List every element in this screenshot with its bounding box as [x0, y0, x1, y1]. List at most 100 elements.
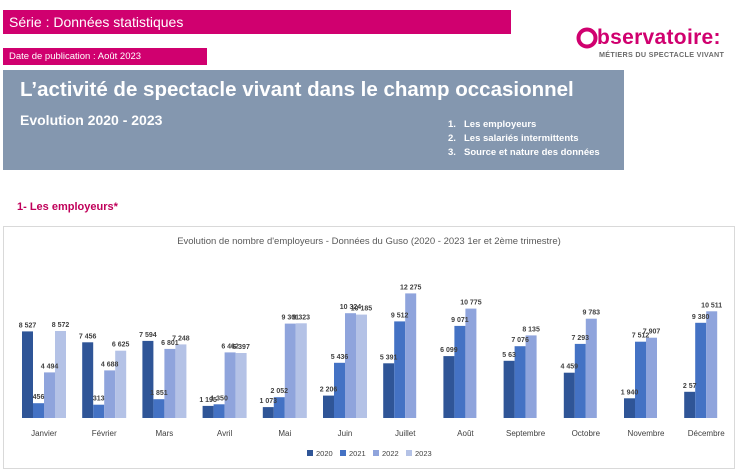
bar-2021-3	[213, 404, 225, 418]
bar-2020-10	[624, 398, 635, 418]
bar-2022-0	[44, 372, 55, 418]
bar-2020-3	[202, 405, 214, 418]
bar-2020-11	[684, 391, 696, 418]
bar-2023-4	[295, 323, 307, 418]
serie-banner: Série : Données statistiques	[3, 10, 511, 34]
data-label-2020-3: 1 195	[199, 397, 217, 404]
toc-item-label: Source et nature des données	[464, 147, 600, 158]
data-label-2021-6: 9 512	[391, 312, 409, 319]
data-label-2021-3: 1 350	[210, 395, 228, 402]
category-label-3: Avril	[217, 429, 233, 438]
bar-2022-7	[465, 308, 477, 418]
data-label-2020-8: 5 63	[502, 352, 516, 359]
data-label-2021-4: 2 052	[271, 388, 289, 395]
data-label-2020-6: 5 391	[380, 354, 398, 361]
data-label-2022-3: 6 462	[221, 343, 239, 350]
bar-2022-11	[706, 311, 718, 418]
bar-2020-0	[22, 331, 33, 418]
bar-2022-9	[585, 318, 597, 418]
publication-date-label: Date de publication : Août 2023	[9, 51, 142, 62]
data-label-2020-4: 1 073	[260, 398, 278, 405]
data-label-2022-2: 6 801	[161, 340, 179, 347]
data-label-2020-9: 4 459	[561, 364, 579, 371]
category-label-2: Mars	[156, 429, 174, 438]
bar-2023-2	[175, 344, 187, 418]
data-label-2020-11: 2 57	[683, 383, 697, 390]
bar-2022-5	[345, 313, 356, 418]
data-label-2020-7: 6 099	[440, 347, 458, 354]
section-heading-employeurs: 1- Les employeurs*	[17, 201, 118, 213]
bar-2023-1	[115, 350, 127, 418]
data-label-2023-3: 6 397	[232, 344, 250, 351]
bar-2020-5	[323, 395, 334, 418]
bar-2021-10	[635, 341, 646, 418]
data-label-2021-1: 313	[93, 396, 105, 403]
data-label-2022-1: 4 688	[101, 361, 119, 368]
logo-o-icon	[576, 27, 598, 49]
data-label-2021-2: 1 851	[150, 390, 168, 397]
bar-2023-0	[55, 331, 66, 418]
data-label-2023-1: 6 625	[112, 342, 130, 349]
category-label-10: Novembre	[628, 429, 665, 438]
category-label-7: Août	[457, 429, 474, 438]
data-label-2022-9: 9 783	[583, 310, 601, 317]
data-label-2021-8: 7 076	[511, 337, 529, 344]
bar-2021-4	[273, 397, 285, 418]
observatoire-logo: bservatoire: MÉTIERS DU SPECTACLE VIVANT	[576, 26, 736, 60]
data-label-2023-0: 8 572	[52, 322, 70, 329]
toc-item[interactable]: 1. Les employeurs	[448, 118, 600, 132]
category-label-11: Décembre	[688, 429, 725, 438]
legend-label-2021: 2021	[349, 449, 366, 458]
category-label-0: Janvier	[31, 429, 57, 438]
toc-item-number: 2.	[448, 133, 456, 144]
title-panel: L’activité de spectacle vivant dans le c…	[3, 70, 624, 170]
data-label-2023-2: 7 248	[172, 335, 190, 342]
toc-item[interactable]: 3. Source et nature des données	[448, 146, 600, 160]
data-label-2020-10: 1 940	[621, 389, 639, 396]
toc-item[interactable]: 2. Les salariés intermittents	[448, 132, 600, 146]
publication-date-banner: Date de publication : Août 2023	[3, 48, 207, 65]
data-label-2022-11: 10 511	[701, 302, 722, 309]
data-label-2021-0: 456	[33, 394, 45, 401]
bar-2021-6	[394, 321, 406, 418]
legend-swatch-2020	[307, 450, 313, 456]
data-label-2022-7: 10 775	[460, 300, 482, 307]
legend-label-2023: 2023	[415, 449, 432, 458]
data-label-2022-8: 8 135	[522, 326, 540, 333]
data-label-2020-0: 8 527	[19, 322, 37, 329]
page-title: L’activité de spectacle vivant dans le c…	[20, 78, 574, 101]
bar-2022-1	[104, 370, 116, 418]
data-label-2020-5: 2 206	[320, 387, 338, 394]
bar-2021-1	[93, 404, 105, 418]
bar-2021-2	[153, 399, 165, 418]
bar-2022-6	[405, 293, 417, 418]
data-label-2023-4: 9 323	[293, 314, 311, 321]
legend-swatch-2021	[340, 450, 346, 456]
bar-2020-4	[262, 407, 274, 418]
bar-2021-5	[334, 362, 345, 418]
toc-item-number: 3.	[448, 147, 456, 158]
bar-2022-4	[284, 323, 296, 418]
table-of-contents: 1. Les employeurs 2. Les salariés intermit…	[448, 118, 600, 160]
bar-2023-5	[356, 314, 367, 418]
data-label-2023-5: 10 185	[351, 306, 373, 313]
category-label-8: Septembre	[506, 429, 546, 438]
bar-2021-9	[574, 343, 586, 418]
legend-swatch-2022	[373, 450, 379, 456]
legend-label-2022: 2022	[382, 449, 399, 458]
bar-2021-11	[695, 322, 707, 418]
bar-2021-8	[514, 346, 526, 418]
data-label-2022-10: 7 907	[643, 329, 661, 336]
data-label-2022-5: 10 324	[340, 304, 362, 311]
bar-2023-3	[235, 353, 247, 418]
data-label-2021-10: 7 512	[632, 333, 650, 340]
bar-2022-3	[224, 352, 236, 418]
category-label-1: Février	[92, 429, 117, 438]
legend-swatch-2023	[406, 450, 412, 456]
data-label-2021-11: 9 380	[692, 314, 710, 321]
chart-frame	[3, 226, 735, 469]
bar-2021-7	[454, 325, 466, 418]
bar-2022-2	[164, 348, 176, 418]
data-label-2021-7: 9 071	[451, 317, 469, 324]
category-label-6: Juillet	[395, 429, 416, 438]
